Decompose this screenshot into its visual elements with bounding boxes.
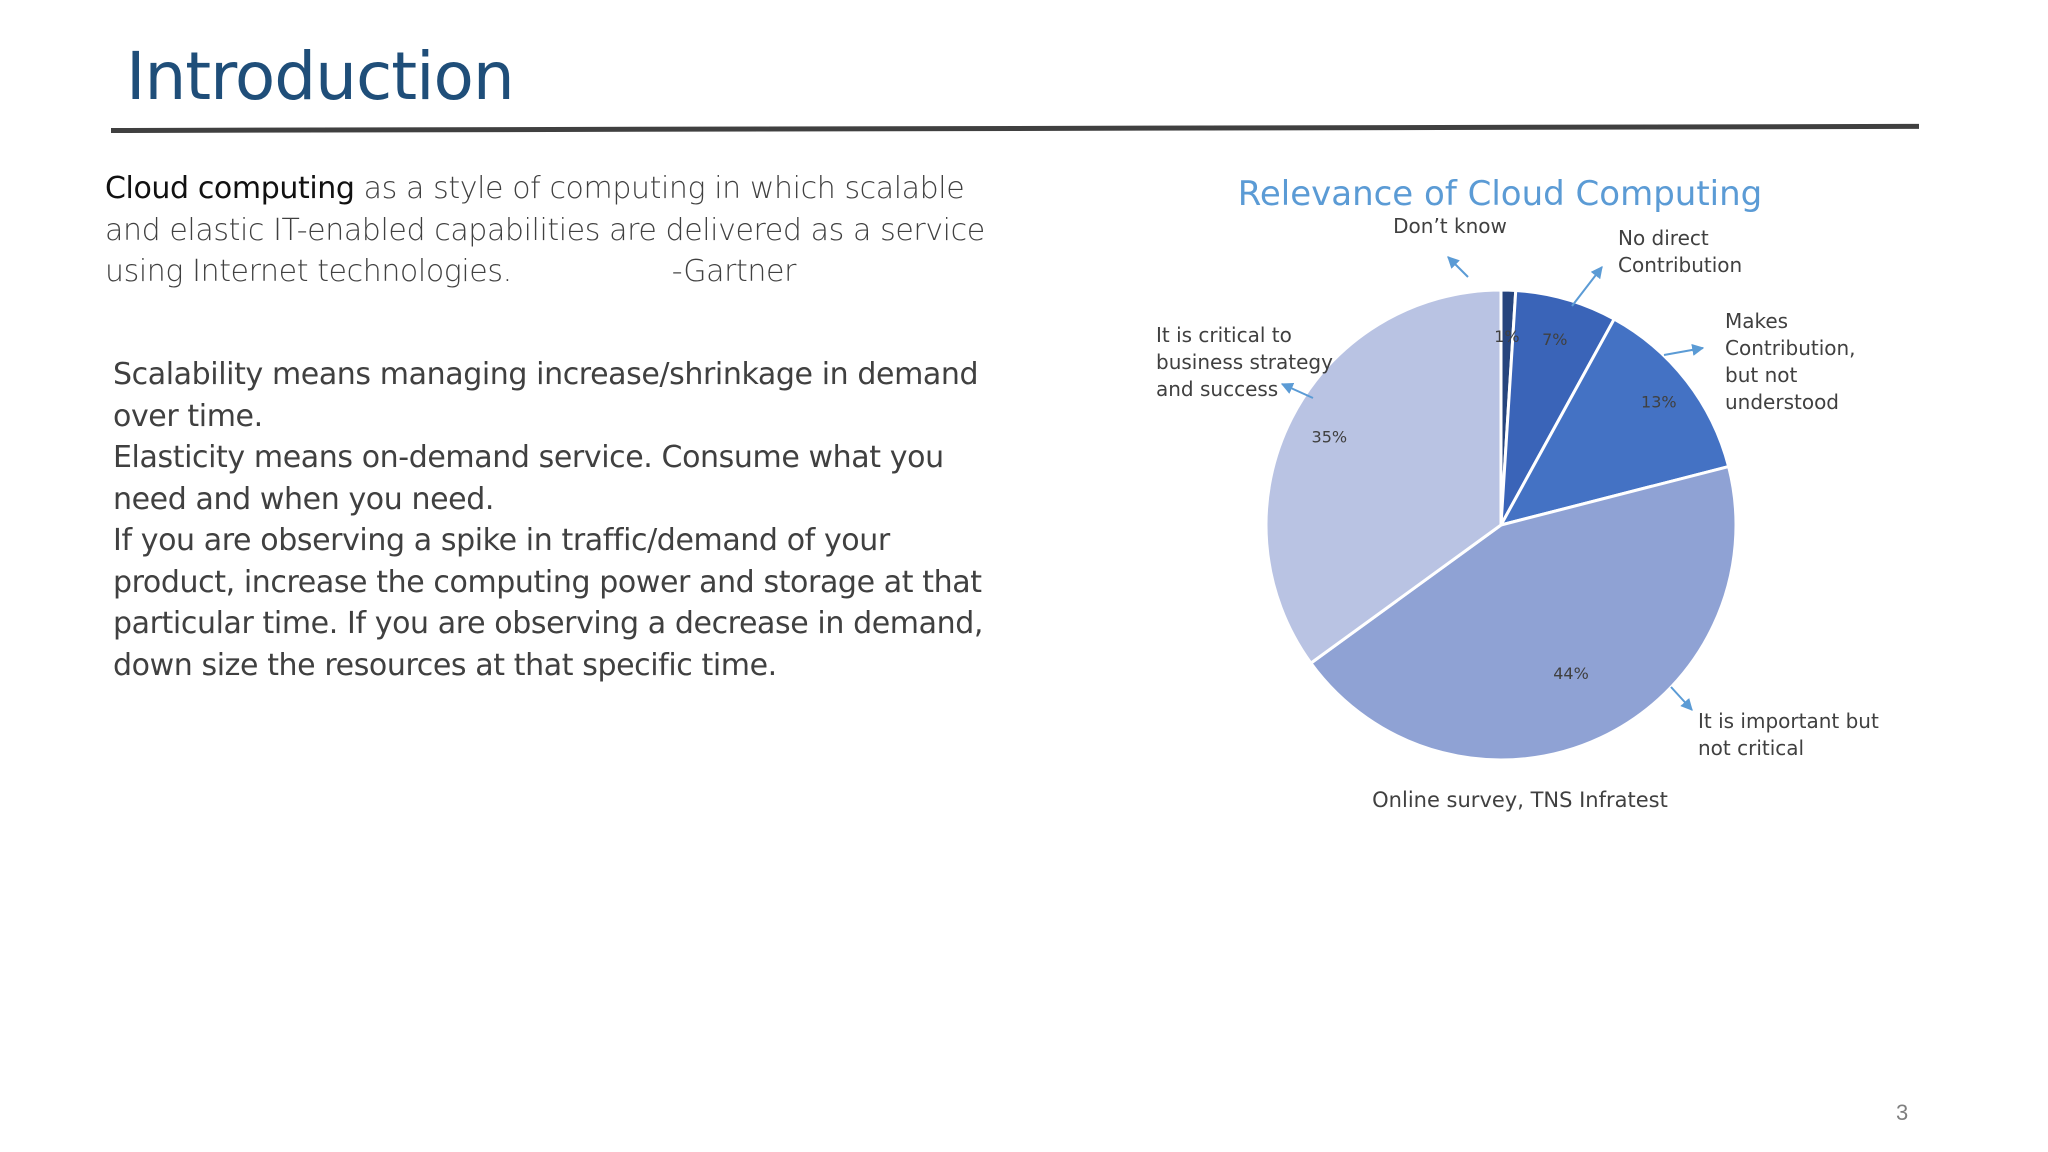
pie-callout-arrow-critical-to-business	[1280, 382, 1314, 399]
chart-source-note: Online survey, TNS Infratest	[1372, 788, 1668, 812]
definition-text: as a style of computing in which scalabl…	[105, 171, 985, 289]
page-number: 3	[1896, 1100, 1909, 1125]
pie-value-label-critical-to-business: 35%	[1312, 428, 1348, 447]
pie-callout-arrow-no-direct-contribution	[1571, 266, 1603, 307]
pie-callout-arrow-dont-know	[1447, 256, 1469, 278]
demand-paragraph: If you are observing a spike in traffic/…	[113, 523, 983, 683]
pie-slice-no-direct-contribution	[1499, 288, 1617, 526]
pie-callout-arrow-makes-contribution	[1663, 344, 1705, 356]
pie-slice-makes-contribution	[1498, 317, 1731, 528]
definition-term: Cloud computing	[105, 171, 355, 206]
pie-value-label-no-direct-contribution: 7%	[1542, 330, 1567, 349]
pie-slice-critical-to-business	[1264, 288, 1503, 666]
title-divider	[110, 123, 1920, 133]
pie-value-label-dont-know: 1%	[1494, 327, 1519, 346]
pie-slice-important-not-critical	[1308, 464, 1738, 762]
body-text: Scalability means managing increase/shri…	[113, 354, 993, 686]
pie-category-label-dont-know: Don’t know	[1393, 214, 1507, 238]
pie-category-label-important-not-critical: It is important but not critical	[1698, 709, 1879, 760]
pie-value-label-important-not-critical: 44%	[1553, 664, 1589, 683]
pie-category-label-critical-to-business: It is critical to business strategy and su…	[1156, 323, 1333, 401]
elasticity-paragraph: Elasticity means on-demand service. Cons…	[113, 440, 944, 517]
definition-attribution: -Gartner	[671, 254, 797, 289]
pie-category-label-no-direct-contribution: No direct Contribution	[1618, 226, 1742, 277]
pie-callout-arrow-important-not-critical	[1670, 686, 1693, 711]
chart-title: Relevance of Cloud Computing	[1237, 174, 1763, 214]
pie-category-label-makes-contribution: Makes Contribution, but not understood	[1725, 309, 1856, 414]
pie-chart: 1% Don’t know 7% No direct Contribution 13% Ma…	[1156, 214, 1879, 762]
pie-value-label-makes-contribution: 13%	[1641, 393, 1677, 412]
scalability-paragraph: Scalability means managing increase/shri…	[113, 357, 979, 434]
slide-title: Introduction	[126, 38, 515, 115]
definition-paragraph: Cloud computing as a style of computing …	[105, 168, 1005, 293]
